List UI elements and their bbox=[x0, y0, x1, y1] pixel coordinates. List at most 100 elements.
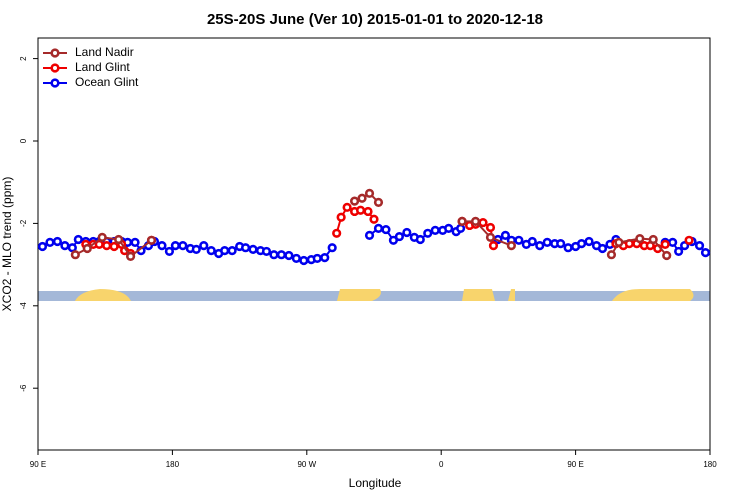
data-point bbox=[102, 241, 112, 251]
data-point bbox=[415, 234, 425, 245]
data-point bbox=[485, 222, 496, 233]
data-point bbox=[694, 241, 705, 251]
data-point bbox=[369, 214, 379, 224]
data-point bbox=[364, 188, 375, 198]
y-axis-label: XCO2 - MLO trend (ppm) bbox=[0, 177, 14, 312]
data-point bbox=[430, 225, 440, 236]
data-point bbox=[684, 235, 694, 245]
land-patch bbox=[337, 289, 381, 301]
data-point bbox=[332, 228, 342, 238]
data-point bbox=[635, 234, 645, 244]
data-point bbox=[178, 241, 188, 251]
data-point bbox=[563, 243, 573, 253]
data-point bbox=[402, 227, 412, 238]
land-patch bbox=[75, 289, 131, 301]
data-point bbox=[485, 232, 496, 243]
data-point bbox=[199, 241, 209, 251]
data-point bbox=[276, 250, 287, 260]
data-point bbox=[125, 251, 136, 261]
data-point bbox=[527, 236, 537, 247]
data-point bbox=[97, 232, 107, 243]
data-point bbox=[220, 245, 230, 256]
data-point bbox=[37, 241, 48, 252]
data-point bbox=[327, 243, 337, 253]
x-tick-label: 0 bbox=[439, 460, 444, 469]
data-point bbox=[269, 250, 279, 260]
data-point bbox=[457, 216, 467, 226]
data-point bbox=[355, 205, 366, 215]
x-tick-label: 90 E bbox=[30, 460, 46, 469]
data-point bbox=[70, 250, 80, 260]
data-point bbox=[606, 250, 617, 260]
x-tick-label: 180 bbox=[166, 460, 180, 469]
series bbox=[37, 223, 711, 266]
land-patch bbox=[508, 289, 515, 301]
data-point bbox=[248, 244, 258, 254]
legend-label: Land Nadir bbox=[75, 45, 134, 59]
data-point bbox=[363, 206, 373, 217]
legend-marker bbox=[50, 63, 60, 73]
data-point bbox=[67, 243, 77, 253]
data-point bbox=[514, 235, 524, 245]
data-point bbox=[542, 237, 552, 247]
data-point bbox=[373, 223, 384, 233]
data-point bbox=[444, 223, 454, 233]
land-patch bbox=[462, 289, 495, 301]
y-tick-label: -4 bbox=[19, 302, 28, 310]
data-point bbox=[164, 246, 175, 257]
data-point bbox=[240, 243, 251, 253]
land-patch bbox=[612, 289, 694, 301]
data-point bbox=[45, 237, 55, 247]
data-point bbox=[680, 241, 690, 251]
data-point bbox=[299, 255, 309, 266]
data-point bbox=[109, 241, 119, 252]
data-point bbox=[336, 212, 346, 222]
data-point bbox=[349, 196, 360, 206]
data-point bbox=[114, 234, 124, 245]
plot-frame bbox=[37, 37, 711, 451]
data-point bbox=[478, 217, 488, 228]
data-point bbox=[556, 238, 566, 249]
x-tick-label: 180 bbox=[703, 460, 717, 469]
data-point bbox=[700, 248, 711, 258]
land-mask-strip bbox=[38, 289, 710, 301]
data-point bbox=[261, 246, 272, 257]
legend-label: Land Glint bbox=[75, 60, 130, 74]
chart-title: 25S-20S June (Ver 10) 2015-01-01 to 2020… bbox=[207, 11, 543, 28]
data-point bbox=[206, 245, 216, 256]
x-tick-label: 90 W bbox=[297, 460, 316, 469]
data-point bbox=[674, 246, 684, 257]
data-point bbox=[73, 234, 83, 245]
data-point bbox=[312, 253, 322, 264]
data-point bbox=[364, 230, 375, 240]
data-point bbox=[157, 241, 167, 251]
data-point bbox=[668, 237, 678, 247]
data-point bbox=[535, 241, 545, 251]
data-point bbox=[488, 241, 499, 251]
data-point bbox=[320, 252, 330, 263]
data-point bbox=[423, 228, 433, 238]
y-tick-label: 0 bbox=[19, 138, 28, 143]
data-point bbox=[82, 243, 92, 254]
data-point bbox=[660, 239, 670, 250]
data-point bbox=[227, 245, 237, 256]
data-point bbox=[394, 231, 404, 242]
x-tick-label: 90 E bbox=[567, 460, 583, 469]
data-point bbox=[146, 235, 157, 245]
data-point bbox=[500, 230, 511, 240]
data-point bbox=[342, 202, 352, 212]
data-point bbox=[357, 193, 367, 203]
data-point bbox=[60, 241, 70, 251]
data-point bbox=[130, 237, 140, 247]
data-point bbox=[456, 223, 466, 233]
series bbox=[70, 188, 672, 261]
data-point bbox=[284, 250, 294, 261]
y-tick-label: -2 bbox=[19, 219, 28, 227]
data-point bbox=[373, 197, 384, 207]
legend-label: Ocean Glint bbox=[75, 75, 139, 89]
data-point bbox=[52, 236, 63, 247]
data-point bbox=[291, 253, 301, 264]
data-point bbox=[662, 250, 672, 261]
